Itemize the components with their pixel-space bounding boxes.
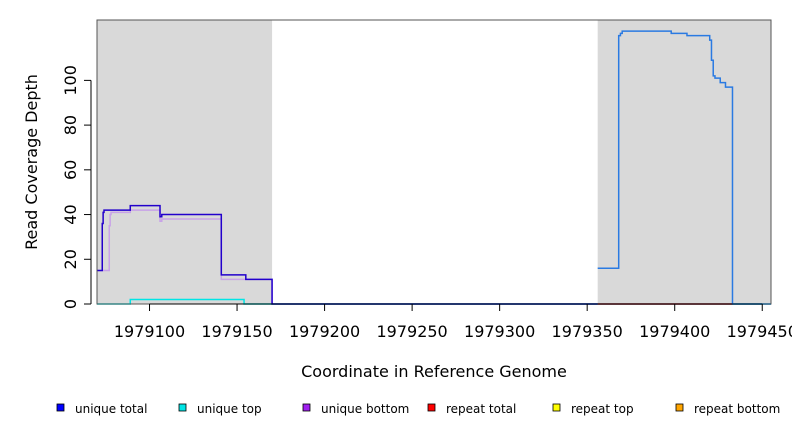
legend-label: unique top [197,402,262,416]
y-tick-label: 40 [61,204,80,224]
legend-label: repeat total [446,402,516,416]
legend-label: unique bottom [321,402,409,416]
y-tick-label: 20 [61,249,80,269]
legend-item: repeat total [427,402,516,416]
x-tick-label: 1979400 [639,322,710,341]
legend-swatch [178,403,187,412]
y-tick-label: 80 [61,115,80,135]
y-axis: 0 20 40 60 80 100 [61,65,92,309]
shaded-region-2 [597,20,771,304]
legend: unique total unique top unique bottom repea… [56,402,780,416]
y-tick-label: 0 [61,299,80,309]
legend-item: repeat bottom [675,402,780,416]
x-tick-label: 1979250 [376,322,447,341]
legend-swatch [675,403,684,412]
shaded-region-1 [97,20,273,304]
x-tick-label: 1979350 [552,322,623,341]
x-axis: 1979100 1979150 1979200 1979250 1979300 19793… [114,303,792,341]
legend-swatch [302,403,311,412]
series-unique-total [97,204,598,305]
legend-item: unique top [178,402,262,416]
legend-label: unique total [75,402,147,416]
y-tick-label: 60 [61,160,80,180]
x-tick-label: 1979200 [289,322,360,341]
legend-item: unique bottom [302,402,409,416]
legend-label: repeat top [571,402,634,416]
y-axis-title: Read Coverage Depth [22,74,41,250]
x-tick-label: 1979150 [201,322,272,341]
legend-swatch [427,403,436,412]
legend-item: unique total [56,402,147,416]
legend-label: repeat bottom [694,402,780,416]
series-unique-total-right-region [597,30,771,305]
shaded-regions [97,20,771,304]
x-tick-label: 1979100 [114,322,185,341]
x-tick-label: 1979450 [727,322,792,341]
x-axis-title: Coordinate in Reference Genome [301,362,567,381]
legend-swatch [552,403,561,412]
legend-swatch [56,403,65,412]
x-tick-label: 1979300 [464,322,535,341]
y-tick-label: 100 [61,65,80,96]
legend-item: repeat top [552,402,634,416]
